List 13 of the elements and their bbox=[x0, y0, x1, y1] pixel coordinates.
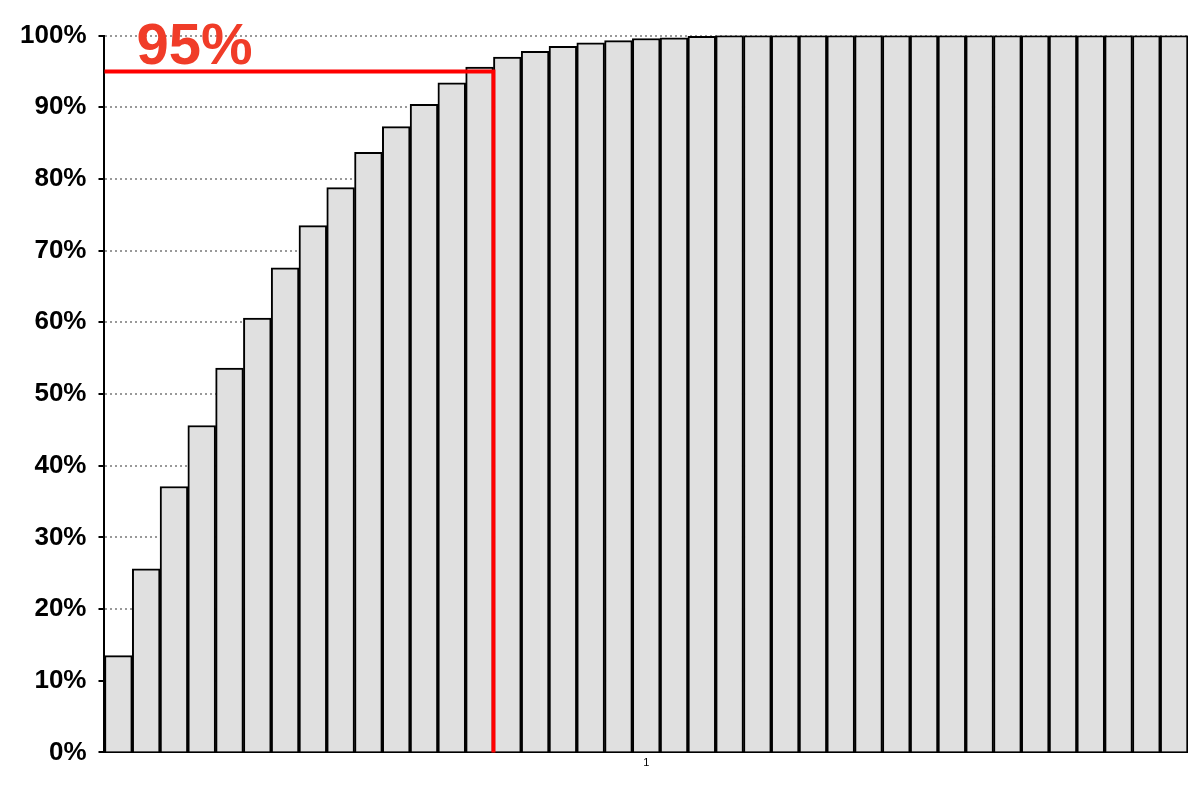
y-tick-label: 40% bbox=[34, 448, 87, 479]
x-axis-title: 1 bbox=[643, 756, 650, 769]
y-tick-label: 90% bbox=[34, 90, 87, 121]
y-tick-label: 10% bbox=[34, 663, 87, 694]
y-tick-label: 50% bbox=[34, 377, 87, 408]
y-tick-label: 20% bbox=[34, 592, 87, 623]
y-tick-label: 100% bbox=[20, 18, 87, 49]
y-tick-label: 0% bbox=[48, 735, 87, 766]
ref-line-label: 95% bbox=[136, 11, 253, 77]
y-tick-label: 60% bbox=[34, 305, 87, 336]
y-tick-label: 30% bbox=[34, 520, 87, 551]
y-tick-label: 80% bbox=[34, 162, 87, 193]
y-tick-label: 70% bbox=[34, 233, 87, 264]
